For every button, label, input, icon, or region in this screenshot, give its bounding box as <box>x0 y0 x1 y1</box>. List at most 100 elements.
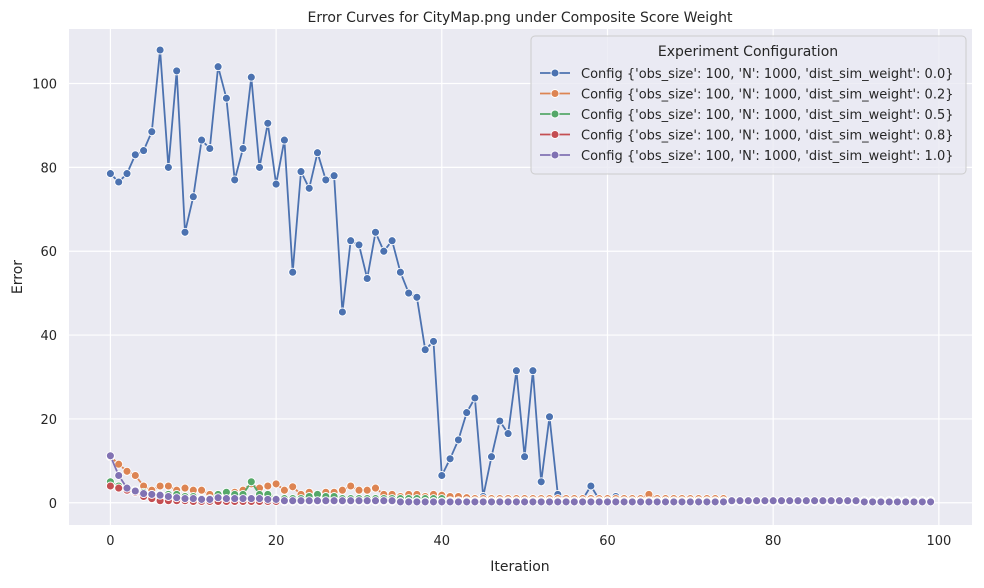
data-point <box>685 497 695 507</box>
data-point <box>627 497 637 507</box>
data-point <box>321 175 331 185</box>
data-point <box>205 494 215 504</box>
data-point <box>221 494 231 504</box>
data-point <box>917 497 927 507</box>
data-point <box>346 496 356 506</box>
chart-title: Error Curves for CityMap.png under Compo… <box>308 10 733 26</box>
data-point <box>296 167 306 177</box>
data-point <box>163 481 173 491</box>
y-tick-label: 80 <box>40 161 57 176</box>
data-point <box>329 171 339 181</box>
data-point <box>329 496 339 506</box>
data-point <box>362 485 372 495</box>
data-point <box>785 496 795 506</box>
data-point <box>147 489 157 499</box>
data-point <box>553 497 563 507</box>
data-point <box>255 162 264 172</box>
data-point <box>412 292 422 302</box>
data-point <box>221 93 231 103</box>
legend-title: Experiment Configuration <box>658 44 838 60</box>
data-point <box>694 497 704 507</box>
data-point <box>362 274 372 283</box>
legend-entry: Config {'obs_size': 100, 'N': 1000, 'dis… <box>540 88 954 103</box>
data-point <box>288 267 298 277</box>
data-point <box>445 497 455 507</box>
data-point <box>271 494 281 504</box>
data-point <box>644 497 654 507</box>
data-point <box>188 494 198 504</box>
data-point <box>263 118 273 128</box>
data-point <box>172 493 182 503</box>
data-point <box>188 192 198 202</box>
x-tick-label: 100 <box>926 534 951 549</box>
data-point <box>429 497 438 507</box>
data-point <box>180 494 190 504</box>
data-point <box>470 497 480 507</box>
data-point <box>238 144 248 153</box>
data-point <box>371 227 380 237</box>
data-point <box>379 496 389 506</box>
data-point <box>337 485 347 495</box>
data-point <box>271 179 281 189</box>
data-point <box>569 497 579 507</box>
data-point <box>155 45 165 55</box>
legend-entries: Config {'obs_size': 100, 'N': 1000, 'dis… <box>540 67 954 164</box>
data-point <box>230 494 240 504</box>
data-point <box>611 497 621 507</box>
data-point <box>395 267 405 277</box>
legend-swatch-marker <box>550 130 560 139</box>
data-point <box>163 492 173 501</box>
data-point <box>859 497 869 507</box>
data-point <box>777 496 786 506</box>
data-point <box>304 496 314 506</box>
legend-entry: Config {'obs_size': 100, 'N': 1000, 'dis… <box>540 108 954 123</box>
data-point <box>487 497 496 507</box>
data-point <box>561 497 571 507</box>
data-point <box>387 496 397 506</box>
data-point <box>155 490 165 500</box>
data-point <box>321 496 331 506</box>
data-point <box>437 471 447 480</box>
data-point <box>130 486 140 496</box>
data-point <box>603 497 612 507</box>
data-point <box>636 497 646 507</box>
data-point <box>139 146 149 156</box>
data-point <box>892 497 902 507</box>
data-point <box>511 497 521 507</box>
data-point <box>279 496 289 506</box>
data-point <box>453 497 463 507</box>
data-point <box>197 494 207 504</box>
legend-swatch-marker <box>550 89 560 98</box>
data-point <box>536 497 546 507</box>
data-point <box>719 497 728 507</box>
data-point <box>528 497 538 507</box>
data-point <box>793 496 803 506</box>
legend-label: Config {'obs_size': 100, 'N': 1000, 'dis… <box>581 67 954 82</box>
legend-swatch-marker <box>550 109 560 119</box>
data-point <box>528 366 538 376</box>
data-point <box>503 429 513 439</box>
data-point <box>768 496 778 506</box>
data-point <box>304 183 314 193</box>
data-point <box>420 345 430 355</box>
x-tick-label: 40 <box>434 534 451 549</box>
data-point <box>180 483 190 493</box>
data-point <box>246 494 256 504</box>
data-point <box>834 496 844 506</box>
data-point <box>462 408 472 418</box>
data-point <box>155 481 165 491</box>
data-point <box>884 497 894 507</box>
data-point <box>213 62 223 72</box>
data-point <box>337 496 347 506</box>
data-point <box>337 307 347 317</box>
data-point <box>462 497 472 507</box>
data-point <box>114 471 124 480</box>
data-point <box>702 497 712 507</box>
data-point <box>180 227 190 237</box>
data-point <box>594 497 604 507</box>
x-tick-labels: 0 20 40 60 80 100 <box>106 534 951 549</box>
y-tick-label: 0 <box>49 497 57 512</box>
data-point <box>669 497 679 507</box>
